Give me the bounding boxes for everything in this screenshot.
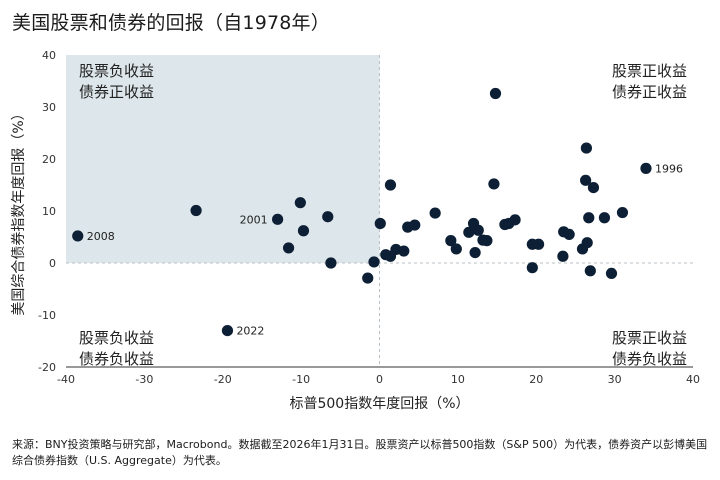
shaded-quadrant bbox=[66, 55, 380, 263]
data-point bbox=[294, 197, 306, 209]
x-tick-label: -10 bbox=[292, 373, 310, 386]
point-label: 1996 bbox=[655, 162, 683, 175]
data-point bbox=[463, 226, 475, 238]
data-point bbox=[362, 272, 374, 284]
y-ticks: 40 30 20 10 0 -10 -20 bbox=[38, 49, 56, 374]
data-point bbox=[584, 265, 596, 277]
x-ticks: -40 -30 -20 -10 0 10 20 30 40 bbox=[57, 373, 700, 386]
data-point bbox=[325, 257, 337, 269]
data-point bbox=[398, 245, 410, 257]
data-point bbox=[72, 230, 84, 242]
scatter-chart: -40 -30 -20 -10 0 10 20 30 40 40 30 20 10 0 -10 -20 股票… bbox=[11, 49, 700, 412]
data-point bbox=[368, 256, 380, 268]
data-point bbox=[581, 237, 593, 249]
y-tick-label: 0 bbox=[49, 257, 56, 270]
x-tick-label: 0 bbox=[376, 373, 383, 386]
data-point bbox=[322, 211, 334, 223]
x-tick-label: -30 bbox=[135, 373, 153, 386]
data-point bbox=[409, 219, 421, 231]
point-labels: 2008 2001 2022 1996 bbox=[87, 162, 683, 337]
data-point bbox=[563, 228, 575, 240]
data-point bbox=[533, 238, 545, 250]
y-axis-title: 美国综合债券指数年度回报（%） bbox=[11, 106, 27, 315]
data-point bbox=[374, 217, 386, 230]
quadrant-label-bottom-left: 股票负收益债券负收益 bbox=[79, 329, 154, 368]
quadrant-label-top-right: 股票正收益债券正收益 bbox=[612, 62, 687, 101]
data-point bbox=[272, 213, 284, 225]
source-note: 来源：BNY投资策略与研究部，Macrobond。数据截至2026年1月31日。… bbox=[12, 438, 708, 467]
x-tick-label: 20 bbox=[529, 373, 543, 386]
y-tick-label: 30 bbox=[42, 101, 56, 114]
x-tick-label: 10 bbox=[451, 373, 465, 386]
data-point bbox=[580, 142, 593, 154]
y-tick-label: 20 bbox=[42, 153, 56, 166]
y-tick-label: 40 bbox=[42, 49, 56, 62]
data-point bbox=[580, 174, 592, 186]
data-point bbox=[481, 235, 493, 247]
x-tick-label: 30 bbox=[608, 373, 622, 386]
point-label: 2022 bbox=[236, 325, 264, 338]
data-point bbox=[598, 212, 611, 224]
point-label: 2008 bbox=[87, 230, 115, 243]
data-point bbox=[472, 224, 484, 236]
data-point bbox=[469, 247, 481, 259]
y-tick-label: -10 bbox=[38, 309, 56, 322]
data-point bbox=[557, 250, 569, 262]
x-axis-title: 标普500指数年度回报（%） bbox=[289, 396, 469, 412]
y-tick-label: -20 bbox=[38, 361, 56, 374]
data-point bbox=[297, 225, 310, 237]
x-tick-label: 40 bbox=[686, 373, 700, 386]
data-point bbox=[587, 182, 600, 194]
data-point bbox=[282, 242, 295, 254]
data-point bbox=[509, 214, 521, 226]
data-point bbox=[429, 207, 441, 219]
data-point bbox=[616, 206, 629, 219]
data-point bbox=[526, 262, 538, 274]
quadrant-label-bottom-right: 股票正收益债券负收益 bbox=[612, 329, 687, 368]
data-point bbox=[583, 212, 595, 224]
data-point bbox=[450, 243, 462, 255]
chart-title: 美国股票和债券的回报（自1978年） bbox=[12, 12, 330, 34]
y-tick-label: 10 bbox=[42, 205, 56, 218]
data-point bbox=[384, 179, 397, 191]
x-tick-label: -40 bbox=[57, 373, 75, 386]
point-label: 2001 bbox=[240, 213, 268, 226]
data-points bbox=[72, 87, 652, 337]
data-point bbox=[221, 325, 234, 337]
data-point bbox=[489, 87, 502, 100]
data-point bbox=[445, 235, 457, 247]
quadrant-label-top-left: 股票负收益债券正收益 bbox=[79, 62, 154, 101]
data-point bbox=[190, 204, 202, 217]
x-tick-label: -20 bbox=[214, 373, 232, 386]
data-point bbox=[488, 178, 500, 190]
data-point bbox=[605, 267, 618, 279]
data-point bbox=[640, 162, 652, 174]
